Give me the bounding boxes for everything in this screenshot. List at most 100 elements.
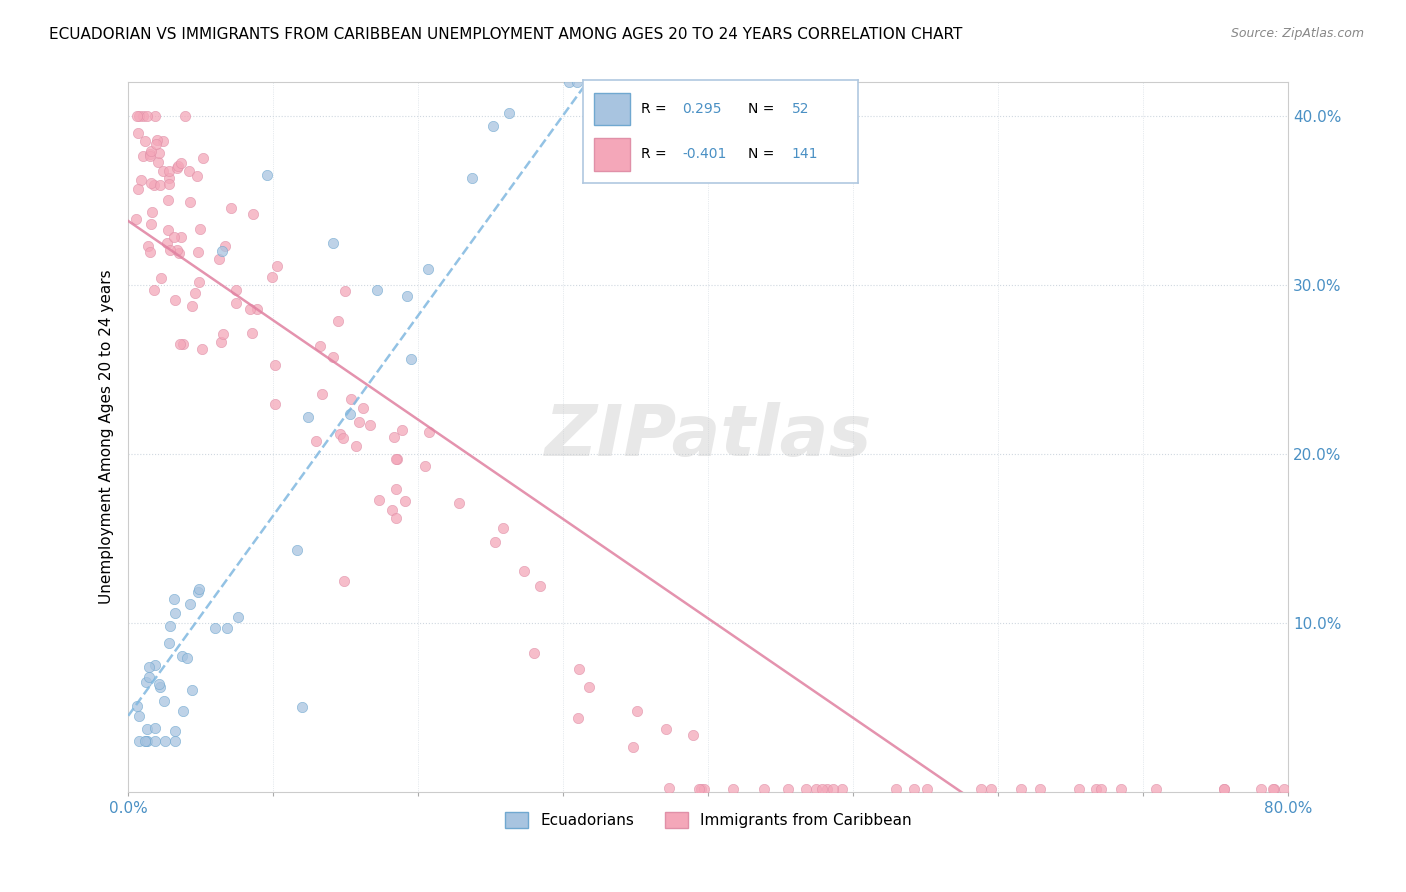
Point (263, 397, 285, 411)
Point (209, 335, 232, 350)
Point (558, 75, 581, 89)
Point (135, 675, 157, 690)
Point (291, 700, 314, 714)
Point (143, 734, 166, 748)
Point (238, 301, 260, 316)
Text: 141: 141 (792, 147, 818, 161)
Point (149, 680, 172, 694)
Point (152, 694, 174, 708)
Point (529, 579, 551, 593)
Point (1144, 781, 1167, 796)
Point (172, 704, 194, 718)
Point (141, 176, 163, 190)
Point (333, 574, 356, 589)
Point (658, 781, 681, 796)
Point (225, 296, 247, 310)
Point (340, 392, 363, 406)
Point (391, 423, 413, 437)
Point (352, 401, 374, 416)
Point (367, 493, 389, 508)
Point (980, 781, 1002, 796)
Point (139, 245, 162, 260)
Point (152, 134, 174, 148)
Point (240, 326, 263, 340)
Point (128, 109, 150, 123)
Point (1067, 781, 1090, 796)
Point (461, 170, 484, 185)
Point (1084, 781, 1107, 796)
Point (690, 781, 713, 796)
Point (166, 161, 188, 176)
Point (523, 646, 546, 660)
Point (156, 236, 179, 251)
Point (322, 236, 344, 251)
Point (264, 358, 287, 372)
Point (143, 721, 166, 735)
Point (970, 781, 993, 796)
Point (208, 252, 231, 266)
Point (339, 407, 361, 421)
Point (156, 193, 179, 207)
Point (394, 494, 416, 508)
Point (155, 734, 177, 748)
Point (191, 342, 214, 356)
Point (125, 699, 148, 714)
Point (187, 275, 209, 289)
Point (169, 245, 191, 260)
Text: ECUADORIAN VS IMMIGRANTS FROM CARIBBEAN UNEMPLOYMENT AMONG AGES 20 TO 24 YEARS C: ECUADORIAN VS IMMIGRANTS FROM CARIBBEAN … (49, 27, 963, 42)
Point (811, 781, 834, 796)
Point (131, 173, 153, 187)
Point (333, 285, 356, 299)
Point (141, 205, 163, 219)
Point (184, 286, 207, 301)
Point (214, 239, 236, 253)
Point (482, 119, 505, 133)
Point (1010, 781, 1032, 796)
Point (179, 597, 201, 611)
Point (796, 781, 818, 796)
Point (1272, 781, 1295, 796)
Point (176, 651, 198, 665)
Point (721, 781, 744, 796)
Point (418, 261, 440, 276)
Point (242, 207, 264, 221)
Point (817, 781, 839, 796)
Point (884, 781, 907, 796)
Point (260, 269, 283, 284)
Text: -0.401: -0.401 (682, 147, 727, 161)
Point (311, 386, 333, 401)
Point (135, 109, 157, 123)
Point (159, 619, 181, 633)
Point (246, 302, 269, 317)
Point (689, 75, 711, 89)
Point (385, 482, 408, 496)
Point (177, 164, 200, 178)
Point (266, 259, 288, 273)
Point (654, 722, 676, 736)
Point (823, 781, 845, 796)
Point (163, 734, 186, 748)
Bar (595, 93, 630, 126)
Point (682, 728, 704, 742)
Point (567, 711, 589, 725)
Point (163, 591, 186, 606)
Point (163, 230, 186, 244)
Point (169, 337, 191, 351)
Point (125, 109, 148, 123)
Point (148, 146, 170, 161)
Point (831, 781, 853, 796)
Point (157, 177, 180, 191)
Point (157, 223, 180, 237)
Text: 52: 52 (792, 102, 810, 116)
Point (806, 781, 828, 796)
Point (599, 75, 621, 89)
Point (138, 660, 160, 674)
Point (1213, 781, 1236, 796)
Point (285, 543, 308, 558)
Legend: Ecuadorians, Immigrants from Caribbean: Ecuadorians, Immigrants from Caribbean (499, 805, 918, 834)
Point (148, 677, 170, 691)
Point (492, 521, 515, 535)
Point (134, 734, 156, 748)
Point (322, 350, 344, 364)
Point (128, 709, 150, 723)
